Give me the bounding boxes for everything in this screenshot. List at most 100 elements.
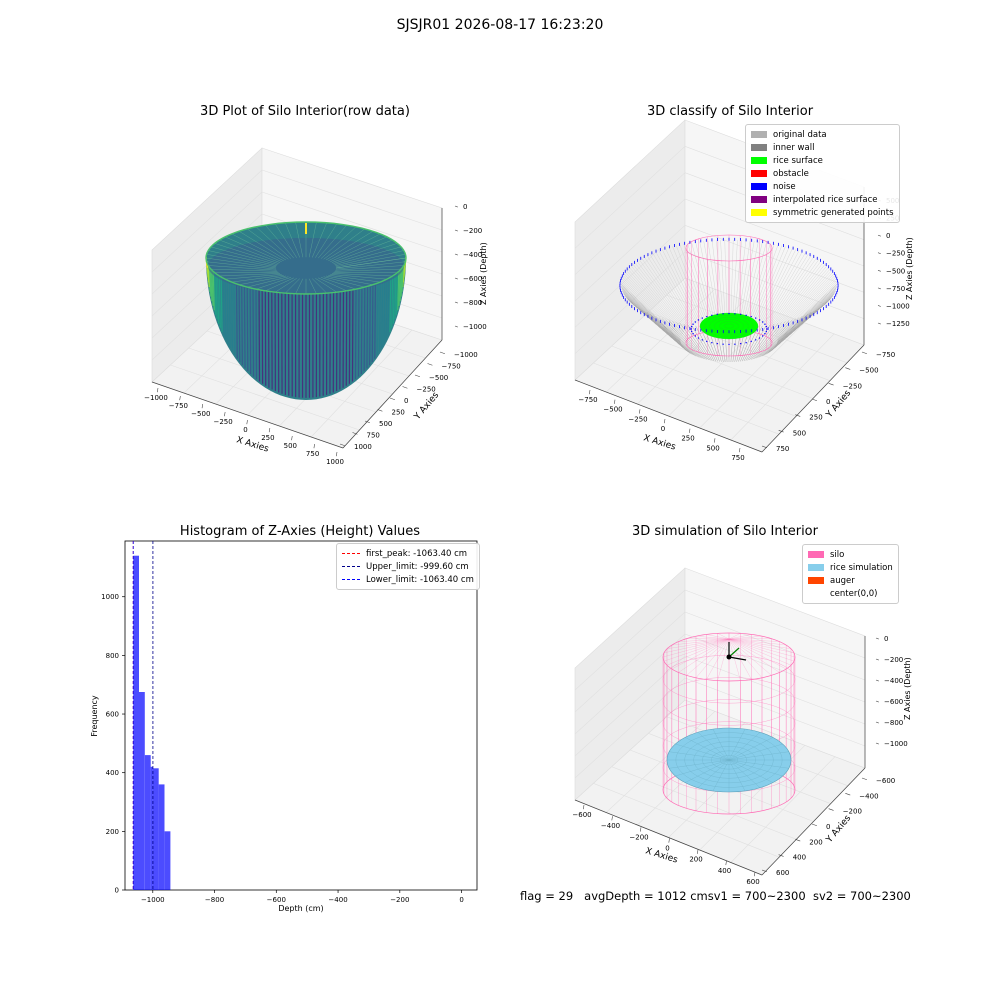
bowl-inner-line (331, 239, 393, 263)
legend-swatch (808, 577, 824, 584)
bowl-meridian (383, 280, 386, 345)
legend-item-auger: auger (808, 574, 893, 587)
bowl-meridian (357, 288, 360, 377)
tick-mark (861, 351, 868, 355)
bowl-inner-line (330, 274, 387, 280)
y-tick-label: 200 (106, 828, 119, 836)
histogram-y-ticks: 0 200 400 600 800 1000 (101, 593, 125, 895)
bowl-inner-line (320, 277, 357, 290)
sv2-value: sv2 = 700~2300 (812, 889, 911, 903)
bowl-meridian (252, 288, 255, 377)
grid-line (574, 172, 686, 275)
tick-mark (875, 721, 879, 724)
noise-point (716, 313, 719, 316)
x-tick-label: −1000 (141, 896, 165, 904)
bowl-inner-line (328, 275, 381, 283)
bowl-meridian (233, 283, 236, 356)
bowl-meridian (241, 285, 243, 366)
x-axis-line (574, 799, 763, 876)
legend-item-interpolated: interpolated rice surface (751, 193, 894, 206)
bowl-inner-line (219, 239, 281, 263)
rice-mesh-spoke (669, 751, 730, 761)
bowl-inner-line (295, 222, 304, 258)
tick-mark (828, 383, 834, 386)
tick-mark (639, 409, 641, 414)
bowl-meridian (400, 267, 403, 297)
tick-label: −1250 (886, 320, 910, 328)
silo-roof-line (666, 638, 730, 666)
grid-line (574, 633, 686, 735)
bowl-meridian (397, 271, 400, 311)
histogram-bar (133, 555, 139, 890)
tick-mark (583, 804, 585, 810)
tick-label: 0 (661, 425, 665, 433)
tick-mark (875, 742, 879, 745)
bowl-wire (765, 312, 812, 355)
rice-mesh-spoke (728, 759, 746, 791)
bowl-wire (747, 243, 771, 320)
bowl-wire (775, 271, 834, 335)
bowl-wire (758, 249, 797, 323)
noise-point (734, 313, 736, 315)
tick-label: −400 (859, 792, 878, 800)
tick-label: 250 (261, 434, 274, 442)
bowl-wire (691, 242, 713, 320)
bowl-wire (621, 288, 681, 343)
legend-item-center: center(0,0) (808, 587, 893, 600)
bowl-wire (772, 265, 828, 331)
tick-label: 250 (392, 409, 405, 417)
rice-mesh-spoke (728, 729, 746, 761)
tick-label: −500 (603, 406, 622, 414)
noise-point (761, 335, 764, 337)
x-axis-line (574, 379, 763, 453)
tick-mark (714, 438, 716, 443)
bowl-inner-line (255, 226, 292, 259)
bowl-wire (777, 285, 838, 342)
noise-point (728, 343, 730, 346)
bowl-wire (776, 275, 836, 336)
bowl-meridian (238, 284, 241, 362)
bowl-wire (655, 251, 697, 324)
tick-label: −200 (463, 227, 482, 235)
tick-mark (454, 325, 458, 328)
tick-label: −250 (843, 382, 862, 390)
silo-roof-line (663, 638, 730, 653)
bowl-meridian (255, 289, 258, 380)
bowl-inner-line (295, 278, 304, 294)
x-tick-label: −600 (267, 896, 286, 904)
bowl-wire (636, 260, 688, 329)
silo-roof-line (728, 638, 741, 681)
tick-mark (795, 414, 801, 417)
tick-label: −750 (169, 402, 188, 410)
noise-point (701, 339, 703, 341)
tick-mark (336, 451, 338, 457)
tick-label: 750 (367, 432, 380, 440)
tick-mark (201, 403, 204, 409)
tick-mark (761, 869, 768, 873)
tick-mark (875, 658, 879, 661)
bowl-inner-line (334, 246, 402, 265)
bowl-wire (683, 243, 709, 321)
bowl-wire (634, 262, 687, 330)
histogram-bar (158, 784, 165, 890)
bowl-wire (711, 240, 722, 319)
noise-point (739, 342, 742, 345)
noise-point (761, 321, 764, 323)
bowl-meridian (378, 282, 381, 352)
bowl-wire (646, 255, 693, 326)
bowl-inner-line (326, 275, 373, 285)
tick-label: 400 (718, 867, 731, 875)
bowl-inner-line (225, 274, 282, 280)
tick-mark (875, 700, 879, 703)
silo-roof-line (666, 638, 730, 649)
plot4-legend: silo rice simulation auger center(0,0) (802, 544, 899, 604)
bowl-meridian (374, 283, 377, 359)
bowl-inner-line (325, 231, 374, 261)
legend-item-rice-simulation: rice simulation (808, 561, 893, 574)
noise-point (716, 342, 719, 345)
tick-mark (454, 253, 458, 256)
bowl-inner-line (206, 261, 277, 270)
bowl-wire (750, 244, 779, 321)
